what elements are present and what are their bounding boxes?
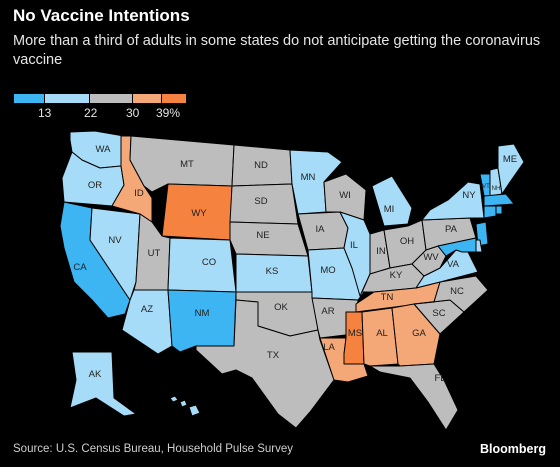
label-CA: CA — [73, 262, 87, 273]
state-MI[interactable] — [371, 175, 413, 227]
state-HI[interactable] — [169, 395, 201, 417]
label-AZ: AZ — [141, 304, 153, 315]
label-WA: WA — [96, 144, 112, 155]
label-NV: NV — [108, 235, 122, 246]
label-NM: NM — [195, 308, 210, 319]
state-MD[interactable] — [437, 237, 477, 257]
label-OK: OK — [274, 302, 288, 313]
label-LA: LA — [323, 342, 335, 353]
label-KS: KS — [266, 266, 279, 277]
us-state-map: WA OR CA NV ID MT WY UT AZ CO NM ND SD N… — [59, 130, 525, 431]
label-NY: NY — [462, 190, 476, 201]
state-AL[interactable] — [361, 307, 399, 367]
label-IL: IL — [350, 240, 358, 251]
chart-title: No Vaccine Intentions — [13, 6, 190, 25]
state-IL[interactable] — [339, 211, 371, 297]
legend-swatch-mid — [90, 94, 132, 103]
legend-swatch-low — [14, 94, 44, 103]
label-ND: ND — [254, 160, 268, 171]
label-WV: WV — [423, 252, 439, 263]
state-NY[interactable] — [421, 181, 485, 221]
state-AK[interactable] — [69, 351, 137, 417]
label-UT: UT — [148, 248, 161, 259]
label-AL: AL — [376, 328, 388, 339]
label-VA: VA — [447, 259, 460, 270]
label-VT: VT — [482, 184, 490, 190]
state-FL[interactable] — [369, 363, 459, 431]
legend-tick-30: 30 — [126, 106, 140, 120]
legend-tick-22: 22 — [84, 106, 98, 120]
label-GA: GA — [412, 328, 426, 339]
label-IN: IN — [376, 246, 386, 257]
label-MN: MN — [301, 172, 316, 183]
legend-swatch-highest — [162, 94, 186, 103]
label-SC: SC — [432, 308, 445, 319]
state-CT[interactable] — [483, 205, 497, 219]
legend-tick-13: 13 — [38, 106, 52, 120]
state-NC[interactable] — [413, 275, 489, 313]
label-ME: ME — [503, 154, 517, 165]
bloomberg-logo: Bloomberg — [480, 442, 546, 456]
label-NE: NE — [256, 230, 269, 241]
legend-tick-39: 39% — [156, 106, 181, 120]
label-TX: TX — [267, 350, 280, 361]
color-legend: 13 22 30 39% — [14, 94, 186, 120]
label-OR: OR — [88, 180, 102, 191]
label-IA: IA — [316, 224, 326, 235]
label-NH: NH — [492, 186, 501, 192]
label-PA: PA — [445, 224, 458, 235]
label-TN: TN — [381, 292, 394, 303]
state-labels: WA OR CA NV ID MT WY UT AZ CO NM ND SD N… — [73, 144, 517, 384]
state-NV[interactable] — [89, 207, 141, 301]
legend-swatch-midlow — [45, 94, 89, 103]
state-RI[interactable] — [495, 205, 503, 215]
label-ID: ID — [134, 188, 144, 199]
label-KY: KY — [390, 270, 403, 281]
label-WI: WI — [339, 190, 351, 201]
source-note: Source: U.S. Census Bureau, Household Pu… — [13, 443, 293, 455]
label-SD: SD — [254, 196, 267, 207]
chart-subtitle: More than a third of adults in some stat… — [13, 33, 541, 68]
label-AR: AR — [321, 306, 334, 317]
state-MA[interactable] — [483, 193, 515, 207]
label-NC: NC — [450, 286, 464, 297]
label-AK: AK — [89, 369, 102, 380]
label-CO: CO — [202, 257, 216, 268]
state-NM[interactable] — [167, 289, 237, 353]
label-MI: MI — [384, 204, 395, 215]
label-WY: WY — [191, 208, 207, 219]
state-VA[interactable] — [415, 249, 479, 289]
label-OH: OH — [400, 236, 414, 247]
state-ME[interactable] — [497, 143, 525, 195]
label-FL: FL — [434, 373, 445, 384]
label-MO: MO — [320, 265, 335, 276]
state-TX[interactable] — [195, 299, 335, 429]
label-MT: MT — [180, 159, 194, 170]
legend-swatch-high — [133, 94, 161, 103]
label-MS: MS — [348, 328, 362, 339]
